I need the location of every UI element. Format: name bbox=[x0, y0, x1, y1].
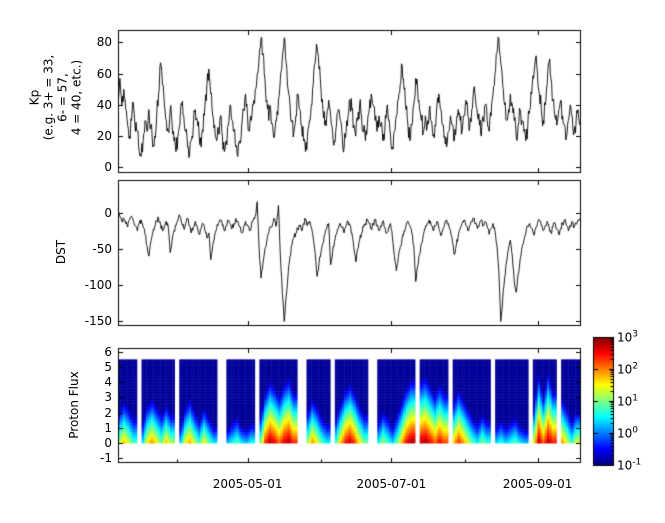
x-tick-label-0: 2005-05-01 bbox=[212, 477, 283, 491]
proton-flux-ytick-label-6: 6 bbox=[104, 344, 112, 359]
proton-flux-ytick-label-5: 5 bbox=[104, 360, 112, 374]
colorbar-tick-label-10e2: 102 bbox=[617, 361, 639, 377]
kp-ytick-label-40: 40 bbox=[96, 97, 112, 112]
kp-ytick-label-60: 60 bbox=[96, 66, 112, 81]
kp-ytick-label-20: 20 bbox=[96, 129, 112, 144]
dst-ytick-label--150: -150 bbox=[84, 314, 112, 329]
dst-axis-label: DST bbox=[54, 239, 68, 265]
colorbar-tick-label-10e1: 101 bbox=[617, 393, 639, 409]
proton-flux-ytick-label-2: 2 bbox=[104, 405, 112, 420]
colorbar-tick-label-10e3: 103 bbox=[617, 329, 639, 345]
kp-axis-label: Kp (e.g. 3+ = 33, 6- = 57, 4 = 40, etc.) bbox=[27, 54, 84, 141]
proton-flux-ytick-label-3: 3 bbox=[104, 390, 112, 405]
kp-ytick-label-80: 80 bbox=[96, 35, 112, 50]
dst-ytick-label-0: 0 bbox=[104, 205, 112, 220]
proton-flux-ytick-label-4: 4 bbox=[104, 375, 112, 390]
kp-ytick-label-0: 0 bbox=[104, 160, 112, 175]
proton-flux-ytick-label--1: -1 bbox=[100, 451, 112, 466]
colorbar-tick-label-10e-1: 10-1 bbox=[617, 457, 642, 473]
proton-flux-ytick-label-0: 0 bbox=[104, 436, 112, 450]
dst-ytick-label--100: -100 bbox=[84, 278, 112, 293]
proton-flux-axis-label: Proton Flux bbox=[67, 371, 81, 439]
x-tick-label-2: 2005-09-01 bbox=[502, 477, 573, 491]
colorbar-tick-label-10e0: 100 bbox=[617, 425, 639, 441]
dst-ytick-label--50: -50 bbox=[92, 241, 112, 256]
proton-flux-ytick-label-1: 1 bbox=[104, 420, 112, 435]
x-tick-label-1: 2005-07-01 bbox=[356, 477, 427, 491]
